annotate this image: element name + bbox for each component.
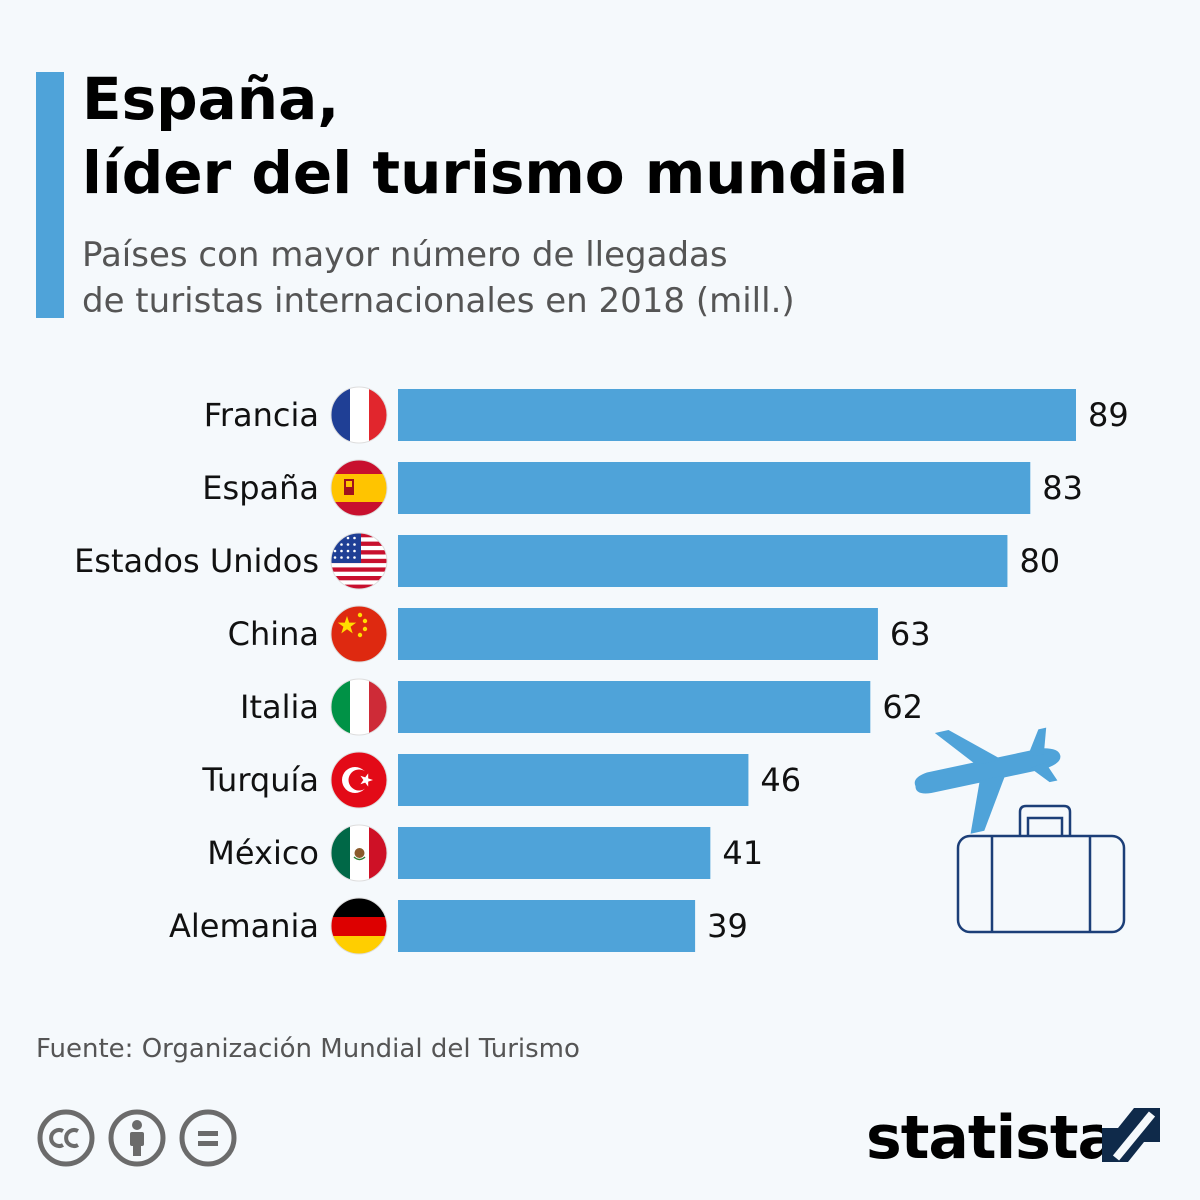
subtitle-line-2: de turistas internacionales en 2018 (mil… xyxy=(82,281,795,321)
page-title: España, líder del turismo mundial xyxy=(82,62,908,210)
airplane-icon xyxy=(914,727,1061,834)
usa-flag-icon xyxy=(330,532,388,590)
bar xyxy=(398,535,1008,587)
suitcase-icon xyxy=(956,804,1126,934)
value-label: 63 xyxy=(890,615,931,653)
bar-row: Alemania 39 xyxy=(169,897,748,955)
turkey-flag-icon xyxy=(330,751,388,809)
bar xyxy=(398,462,1031,514)
bar xyxy=(398,754,749,806)
category-label: México xyxy=(207,834,319,872)
value-label: 62 xyxy=(882,688,923,726)
license-icons xyxy=(36,1108,244,1172)
statista-logo: statista xyxy=(866,1100,1166,1174)
value-label: 80 xyxy=(1019,542,1060,580)
bars-layer: Francia 89 España 83 Estados Unidos 80 China 63… xyxy=(74,386,1129,955)
china-flag-icon xyxy=(330,605,388,663)
attribution-icon xyxy=(108,1109,166,1167)
france-flag-icon xyxy=(330,386,388,444)
value-label: 41 xyxy=(722,834,763,872)
title-accent-bar xyxy=(36,72,64,318)
mexico-flag-icon xyxy=(330,824,388,882)
category-label: China xyxy=(228,615,319,653)
value-label: 46 xyxy=(760,761,801,799)
bar-chart: Francia 89 España 83 Estados Unidos 80 China 63… xyxy=(74,386,1129,955)
bar xyxy=(398,608,878,660)
value-label: 39 xyxy=(707,907,748,945)
category-label: Estados Unidos xyxy=(74,542,319,580)
bar-row: Estados Unidos 80 xyxy=(74,532,1060,590)
no-derivatives-icon xyxy=(179,1109,237,1167)
bar-row: México 41 xyxy=(207,824,763,882)
bar-row: España 83 xyxy=(202,459,1083,517)
page-subtitle: Países con mayor número de llegadas de t… xyxy=(82,232,795,324)
statista-logo-icon xyxy=(1102,1108,1160,1162)
italy-flag-icon xyxy=(330,678,388,736)
bar xyxy=(398,681,871,733)
cc-icon xyxy=(37,1109,95,1167)
spain-flag-icon xyxy=(330,459,388,517)
category-label: España xyxy=(202,469,319,507)
germany-flag-icon xyxy=(330,897,388,955)
subtitle-line-1: Países con mayor número de llegadas xyxy=(82,235,728,275)
bar-row: Francia 89 xyxy=(204,386,1129,444)
category-label: Italia xyxy=(240,688,319,726)
bar xyxy=(398,900,696,952)
bar-row: Turquía 46 xyxy=(201,751,801,809)
source-note: Fuente: Organización Mundial del Turismo xyxy=(36,1034,580,1064)
title-line-1: España, xyxy=(82,65,340,133)
value-label: 89 xyxy=(1088,396,1129,434)
bar xyxy=(398,389,1076,441)
category-label: Turquía xyxy=(201,761,319,799)
bar-row: China 63 xyxy=(228,605,931,663)
category-label: Francia xyxy=(204,396,319,434)
bar xyxy=(398,827,711,879)
title-line-2: líder del turismo mundial xyxy=(82,139,909,207)
bar-row: Italia 62 xyxy=(240,678,923,736)
logo-text: statista xyxy=(866,1103,1117,1170)
value-label: 83 xyxy=(1042,469,1083,507)
category-label: Alemania xyxy=(169,907,319,945)
